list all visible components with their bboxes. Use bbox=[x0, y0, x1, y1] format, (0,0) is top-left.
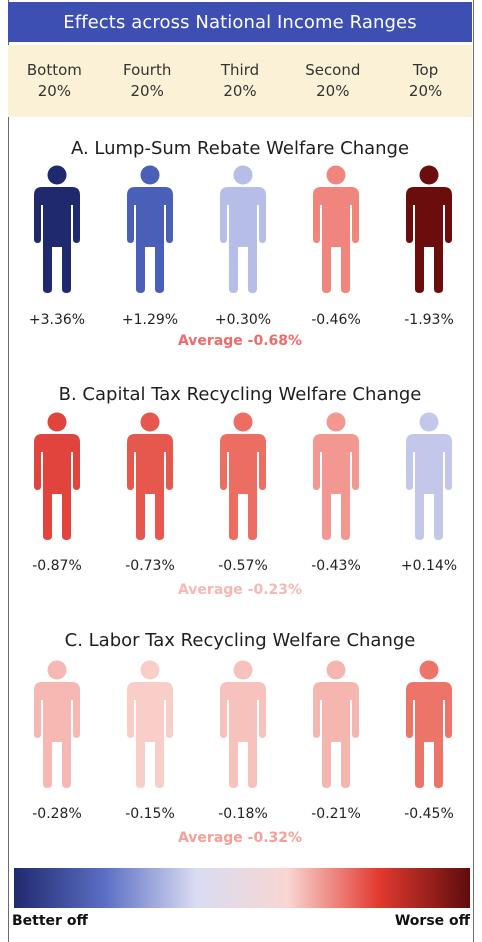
section-a-value: +0.30% bbox=[214, 312, 272, 328]
person-icon bbox=[126, 660, 174, 788]
person-icon bbox=[126, 165, 174, 293]
left-border bbox=[8, 0, 9, 942]
section-c-value: -0.28% bbox=[32, 806, 82, 822]
color-scale-bar bbox=[14, 868, 470, 908]
person-icon bbox=[405, 165, 453, 293]
range-label: Top bbox=[412, 61, 439, 79]
person-icon bbox=[312, 412, 360, 540]
section-c-value: -0.45% bbox=[404, 806, 454, 822]
range-percent: 20% bbox=[37, 82, 72, 100]
section-c-value: -0.15% bbox=[125, 806, 175, 822]
range-percent: 20% bbox=[316, 82, 350, 100]
person-icon bbox=[405, 660, 453, 788]
section-a-value: -1.93% bbox=[404, 312, 454, 328]
income-ranges-row: Bottom 20% Fourth 20% Third 20% Second 2… bbox=[8, 45, 472, 117]
section-b-value: -0.43% bbox=[311, 558, 361, 574]
person-icon bbox=[33, 412, 81, 540]
section-b-title: B. Capital Tax Recycling Welfare Change bbox=[58, 384, 422, 405]
section-a-average: Average -0.68% bbox=[177, 333, 303, 349]
person-icon bbox=[312, 165, 360, 293]
income-range-top: Top 20% bbox=[379, 45, 472, 117]
range-label: Bottom bbox=[26, 61, 82, 79]
section-b-value: -0.87% bbox=[32, 558, 82, 574]
income-range-bottom: Bottom 20% bbox=[8, 45, 101, 117]
range-label: Third bbox=[220, 61, 260, 79]
section-a-title: A. Lump-Sum Rebate Welfare Change bbox=[70, 138, 410, 159]
person-icon bbox=[33, 660, 81, 788]
person-icon bbox=[126, 412, 174, 540]
section-b-average: Average -0.23% bbox=[177, 582, 303, 598]
person-icon bbox=[33, 165, 81, 293]
header-title: Effects across National Income Ranges bbox=[8, 2, 472, 42]
right-border bbox=[473, 0, 474, 942]
person-icon bbox=[219, 412, 267, 540]
section-c-title: C. Labor Tax Recycling Welfare Change bbox=[64, 630, 416, 651]
section-b-value: -0.57% bbox=[218, 558, 268, 574]
person-icon bbox=[312, 660, 360, 788]
section-a-value: +3.36% bbox=[28, 312, 86, 328]
person-icon bbox=[405, 412, 453, 540]
income-range-fourth: Fourth 20% bbox=[101, 45, 194, 117]
scale-label-better: Better off bbox=[12, 913, 88, 929]
range-percent: 20% bbox=[408, 82, 443, 100]
person-icon bbox=[219, 165, 267, 293]
range-percent: 20% bbox=[223, 82, 257, 100]
income-range-third: Third 20% bbox=[194, 45, 287, 117]
section-b-value: -0.73% bbox=[125, 558, 175, 574]
range-percent: 20% bbox=[130, 82, 164, 100]
section-c-average: Average -0.32% bbox=[177, 830, 303, 846]
infographic: Effects across National Income Ranges Bo… bbox=[8, 0, 474, 942]
section-a-value: -0.46% bbox=[311, 312, 361, 328]
section-b-value: +0.14% bbox=[400, 558, 458, 574]
scale-label-worse: Worse off bbox=[394, 913, 470, 929]
range-label: Fourth bbox=[123, 61, 172, 79]
person-icon bbox=[219, 660, 267, 788]
range-label: Second bbox=[305, 61, 361, 79]
section-c-value: -0.21% bbox=[311, 806, 361, 822]
section-a-value: +1.29% bbox=[121, 312, 179, 328]
income-range-second: Second 20% bbox=[286, 45, 379, 117]
section-c-value: -0.18% bbox=[218, 806, 268, 822]
